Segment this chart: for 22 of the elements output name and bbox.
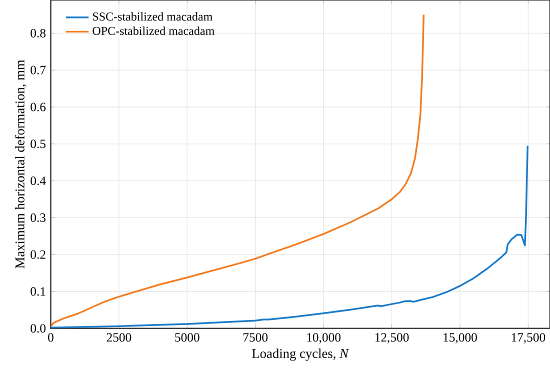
y-tick-label: 0.2 — [30, 250, 46, 259]
y-tick-label: 0.8 — [30, 28, 46, 38]
y-tick-label: 0.3 — [30, 213, 46, 222]
y-axis-title: Maximum horizontal deformation, mm — [14, 60, 26, 268]
y-tick-label: 0.4 — [30, 176, 46, 186]
y-tick-label: 0.0 — [30, 324, 46, 333]
x-tick-label: 2500 — [106, 333, 132, 342]
x-tick-label: 7500 — [244, 333, 268, 342]
x-tick-label: 12,500 — [375, 333, 409, 344]
y-tick-label: 0.6 — [30, 102, 46, 112]
x-tick-label: 0 — [48, 333, 54, 342]
legend-label: OPC-stabilized macadam — [92, 26, 214, 35]
y-tick-label: 0.1 — [30, 287, 46, 296]
x-tick-label: 5000 — [175, 333, 200, 342]
y-tick-label: 0.7 — [30, 66, 46, 74]
legend-label: SSC-stabilized macadam — [92, 12, 212, 21]
x-tick-label: 10,000 — [307, 333, 341, 344]
y-tick-label: 0.5 — [30, 140, 46, 148]
x-tick-label: 17,500 — [512, 333, 546, 344]
line-series — [50, 144, 528, 328]
x-tick-label: 15,000 — [444, 333, 477, 344]
x-axis-title: Loading cycles, N — [252, 348, 350, 361]
